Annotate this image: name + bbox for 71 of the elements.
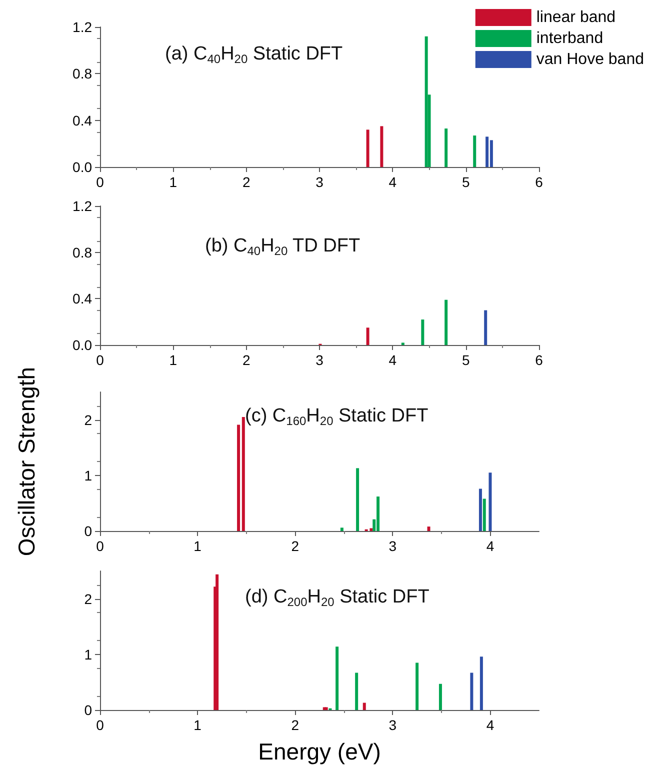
x-tick-label: 3 [388, 717, 397, 733]
x-tick-label: 1 [194, 538, 202, 554]
x-tick-label: 5 [462, 174, 470, 190]
bar [444, 300, 448, 345]
bar [366, 130, 370, 167]
bar [427, 526, 430, 531]
y-tick-label: 1 [84, 646, 92, 662]
bar [444, 128, 448, 167]
x-tick-label: 3 [316, 352, 324, 368]
bar [482, 498, 486, 531]
y-tick-label: 1.2 [72, 19, 92, 35]
y-axis-title: Oscillator Strength [14, 366, 40, 556]
bar [340, 528, 344, 531]
x-tick-label: 4 [388, 352, 397, 368]
y-tick-label: 0 [84, 523, 92, 539]
bar [484, 310, 488, 345]
bar [336, 646, 339, 710]
bar [470, 672, 474, 710]
x-tick-label: 1 [169, 174, 178, 190]
bar [488, 472, 492, 531]
bar [366, 328, 370, 345]
y-tick-label: 0 [84, 702, 92, 718]
x-tick-label: 4 [486, 717, 494, 733]
x-tick-label: 1 [169, 352, 178, 368]
bar [424, 36, 428, 167]
bar [416, 662, 419, 710]
x-tick-label: 6 [535, 174, 544, 190]
x-tick-label: 6 [535, 352, 544, 368]
bar [490, 140, 493, 167]
bar [362, 702, 366, 710]
y-tick-label: 0.8 [72, 66, 92, 82]
bar [216, 574, 219, 710]
x-tick-label: 0 [96, 352, 104, 368]
legend-label: van Hove band [536, 51, 644, 68]
bar [355, 672, 358, 710]
x-tick-label: 0 [96, 538, 104, 554]
y-tick-label: 2 [84, 590, 92, 607]
x-tick-label: 1 [194, 717, 202, 733]
y-tick-label: 0.0 [72, 159, 92, 175]
y-tick-label: 0.0 [72, 337, 92, 353]
x-tick-label: 3 [316, 174, 324, 190]
y-tick-label: 0.8 [72, 244, 92, 260]
y-tick-label: 1 [84, 467, 92, 484]
x-tick-label: 2 [242, 352, 250, 368]
x-tick-label: 4 [486, 538, 494, 554]
bar [438, 684, 442, 710]
x-tick-label: 2 [291, 538, 300, 554]
x-tick-label: 0 [96, 174, 104, 190]
bar [480, 656, 483, 710]
x-tick-label: 2 [242, 174, 250, 190]
legend-label: interband [536, 30, 604, 47]
x-tick-label: 3 [388, 538, 397, 554]
bar [237, 424, 240, 531]
y-tick-label: 0.4 [72, 290, 92, 307]
y-tick-label: 2 [84, 412, 92, 428]
bar [421, 320, 424, 345]
x-axis-title: Energy (eV) [258, 738, 381, 764]
legend-label: linear band [536, 9, 616, 26]
x-tick-label: 0 [96, 717, 104, 733]
bar [356, 468, 360, 531]
bar [242, 417, 245, 531]
y-tick-label: 1.2 [72, 198, 92, 214]
bar [473, 136, 476, 167]
x-tick-label: 2 [291, 717, 300, 733]
y-tick-label: 0.4 [72, 112, 92, 128]
bar [478, 488, 482, 531]
bar [486, 136, 489, 167]
x-tick-label: 5 [462, 352, 470, 368]
x-tick-label: 4 [388, 174, 397, 190]
bar [380, 126, 384, 167]
bar [376, 496, 380, 531]
